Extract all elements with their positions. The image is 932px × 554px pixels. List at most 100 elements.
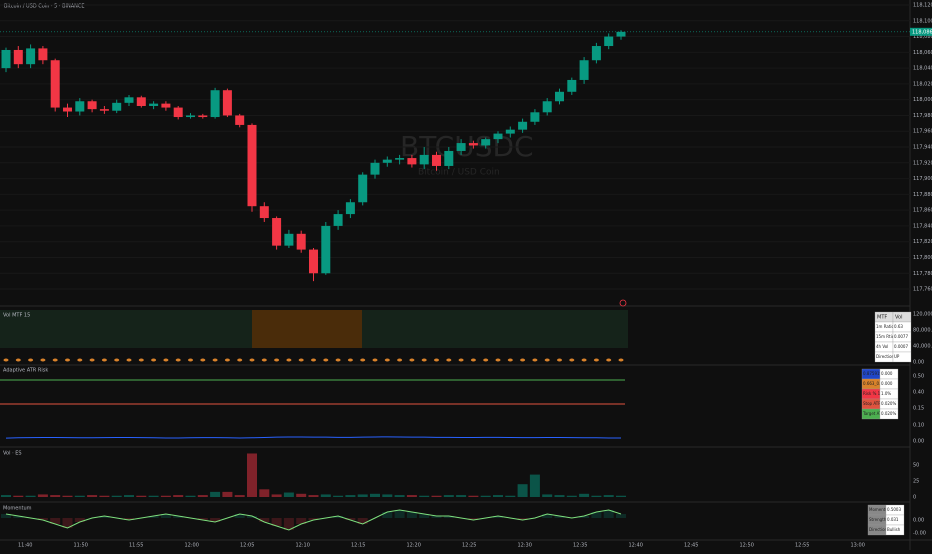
candle-body bbox=[382, 159, 392, 163]
pane-axis-label: 40,000.00 bbox=[913, 344, 932, 350]
mtf-dot bbox=[593, 358, 599, 362]
volume-bar bbox=[259, 489, 270, 497]
momentum-bar bbox=[173, 516, 184, 518]
volume-bar bbox=[320, 494, 331, 497]
table-cell-text: 0.020% bbox=[881, 401, 896, 406]
table-cell-text: Bullish bbox=[887, 527, 901, 532]
pane-axis-label: 0.00 bbox=[913, 360, 924, 366]
volume-bar bbox=[62, 495, 73, 497]
candle-body bbox=[136, 97, 146, 106]
mtf-dot bbox=[335, 358, 341, 362]
candle-body bbox=[370, 162, 380, 175]
pane-title: Vol MTF 15 bbox=[3, 313, 30, 319]
price-tick-label: 118,060.00 bbox=[913, 50, 932, 56]
time-label: 12:15 bbox=[351, 543, 365, 549]
mtf-dot bbox=[421, 358, 427, 362]
mtf-dot bbox=[28, 358, 34, 362]
table-cell-text: Stop ATR 1.5 bbox=[863, 401, 889, 406]
mtf-dot bbox=[323, 358, 329, 362]
table-cell-text: UP bbox=[894, 354, 900, 359]
mtf-dot bbox=[618, 358, 624, 362]
volume-bar bbox=[357, 494, 368, 497]
mtf-dot bbox=[274, 358, 280, 362]
mtf-dot bbox=[200, 358, 206, 362]
volume-bar bbox=[13, 495, 24, 497]
mtf-dot bbox=[286, 358, 292, 362]
candle-body bbox=[38, 48, 48, 61]
time-label: 12:25 bbox=[462, 543, 476, 549]
table-cell-text: 0.020% bbox=[881, 411, 896, 416]
mtf-dot bbox=[126, 358, 132, 362]
momentum-bar bbox=[603, 510, 614, 518]
candle-body bbox=[13, 49, 23, 65]
table-cell-text: Direction bbox=[876, 354, 895, 359]
price-tick-label: 118,020.00 bbox=[913, 81, 932, 87]
watermark-name: Bitcoin / USD Coin bbox=[418, 168, 500, 178]
mtf-dot bbox=[77, 358, 83, 362]
momentum-bar bbox=[160, 514, 171, 518]
mtf-dot bbox=[606, 358, 612, 362]
volume-bar bbox=[197, 495, 208, 497]
table-cell-text: 1.0% bbox=[881, 391, 891, 396]
momentum-bar bbox=[579, 516, 590, 518]
volume-bar bbox=[456, 495, 467, 497]
candle-body bbox=[87, 101, 97, 110]
volume-bar bbox=[185, 495, 196, 497]
pane-title: Vol · ES bbox=[3, 451, 22, 457]
candle-body bbox=[419, 154, 429, 165]
mtf-dot bbox=[384, 358, 390, 362]
momentum-bar bbox=[431, 516, 442, 518]
mtf-dot bbox=[397, 358, 403, 362]
mtf-dot bbox=[65, 358, 70, 362]
time-label: 12:55 bbox=[795, 543, 809, 549]
volume-bar bbox=[124, 495, 134, 497]
candle-body bbox=[296, 233, 306, 250]
time-label: 13:00 bbox=[851, 543, 865, 549]
candle-body bbox=[1, 49, 11, 69]
momentum-bar bbox=[62, 518, 73, 528]
volume-bar bbox=[616, 495, 626, 497]
candle-body bbox=[50, 60, 60, 108]
mtf-dot bbox=[409, 358, 415, 362]
mtf-dot bbox=[298, 358, 304, 362]
mtf-dot bbox=[138, 358, 144, 362]
volume-bar bbox=[333, 495, 344, 497]
alert-icon[interactable] bbox=[619, 299, 627, 307]
volume-bar bbox=[308, 495, 319, 497]
table-cell bbox=[885, 524, 905, 536]
momentum-bar bbox=[308, 518, 319, 520]
time-label: 12:30 bbox=[518, 543, 532, 549]
volume-bar bbox=[136, 495, 147, 497]
momentum-bar bbox=[517, 518, 528, 520]
mtf-dot bbox=[458, 358, 464, 362]
momentum-bar bbox=[406, 512, 417, 518]
volume-bar bbox=[247, 453, 257, 497]
volume-bar bbox=[566, 495, 577, 497]
pane-axis-label: 0.50 bbox=[913, 374, 924, 380]
momentum-bar bbox=[443, 516, 454, 518]
candle-body bbox=[542, 101, 552, 113]
volume-bar bbox=[50, 495, 61, 497]
price-tick-label: 117,780.00 bbox=[913, 271, 932, 277]
volume-bar bbox=[443, 495, 454, 497]
table-cell-text: 4h Vol bbox=[876, 344, 888, 349]
table-cell-text: 0.000 bbox=[881, 371, 893, 376]
candle-body bbox=[75, 101, 85, 112]
candle-body bbox=[591, 46, 601, 61]
candle-body bbox=[555, 91, 564, 102]
momentum-bar bbox=[616, 514, 626, 518]
momentum-bar bbox=[13, 516, 24, 518]
momentum-bar bbox=[419, 514, 430, 518]
mtf-dot bbox=[372, 358, 378, 362]
volume-bar bbox=[99, 495, 110, 497]
candle-body bbox=[210, 90, 220, 118]
candle-body bbox=[26, 48, 36, 65]
momentum-bar bbox=[382, 512, 393, 518]
volume-bar bbox=[591, 495, 602, 497]
time-label: 12:45 bbox=[684, 543, 698, 549]
table-cell-text: 0.000 bbox=[881, 381, 893, 386]
mtf-dot bbox=[532, 358, 538, 362]
candle-body bbox=[272, 218, 282, 246]
mtf-dot bbox=[175, 358, 181, 362]
volume-bar bbox=[517, 484, 528, 497]
